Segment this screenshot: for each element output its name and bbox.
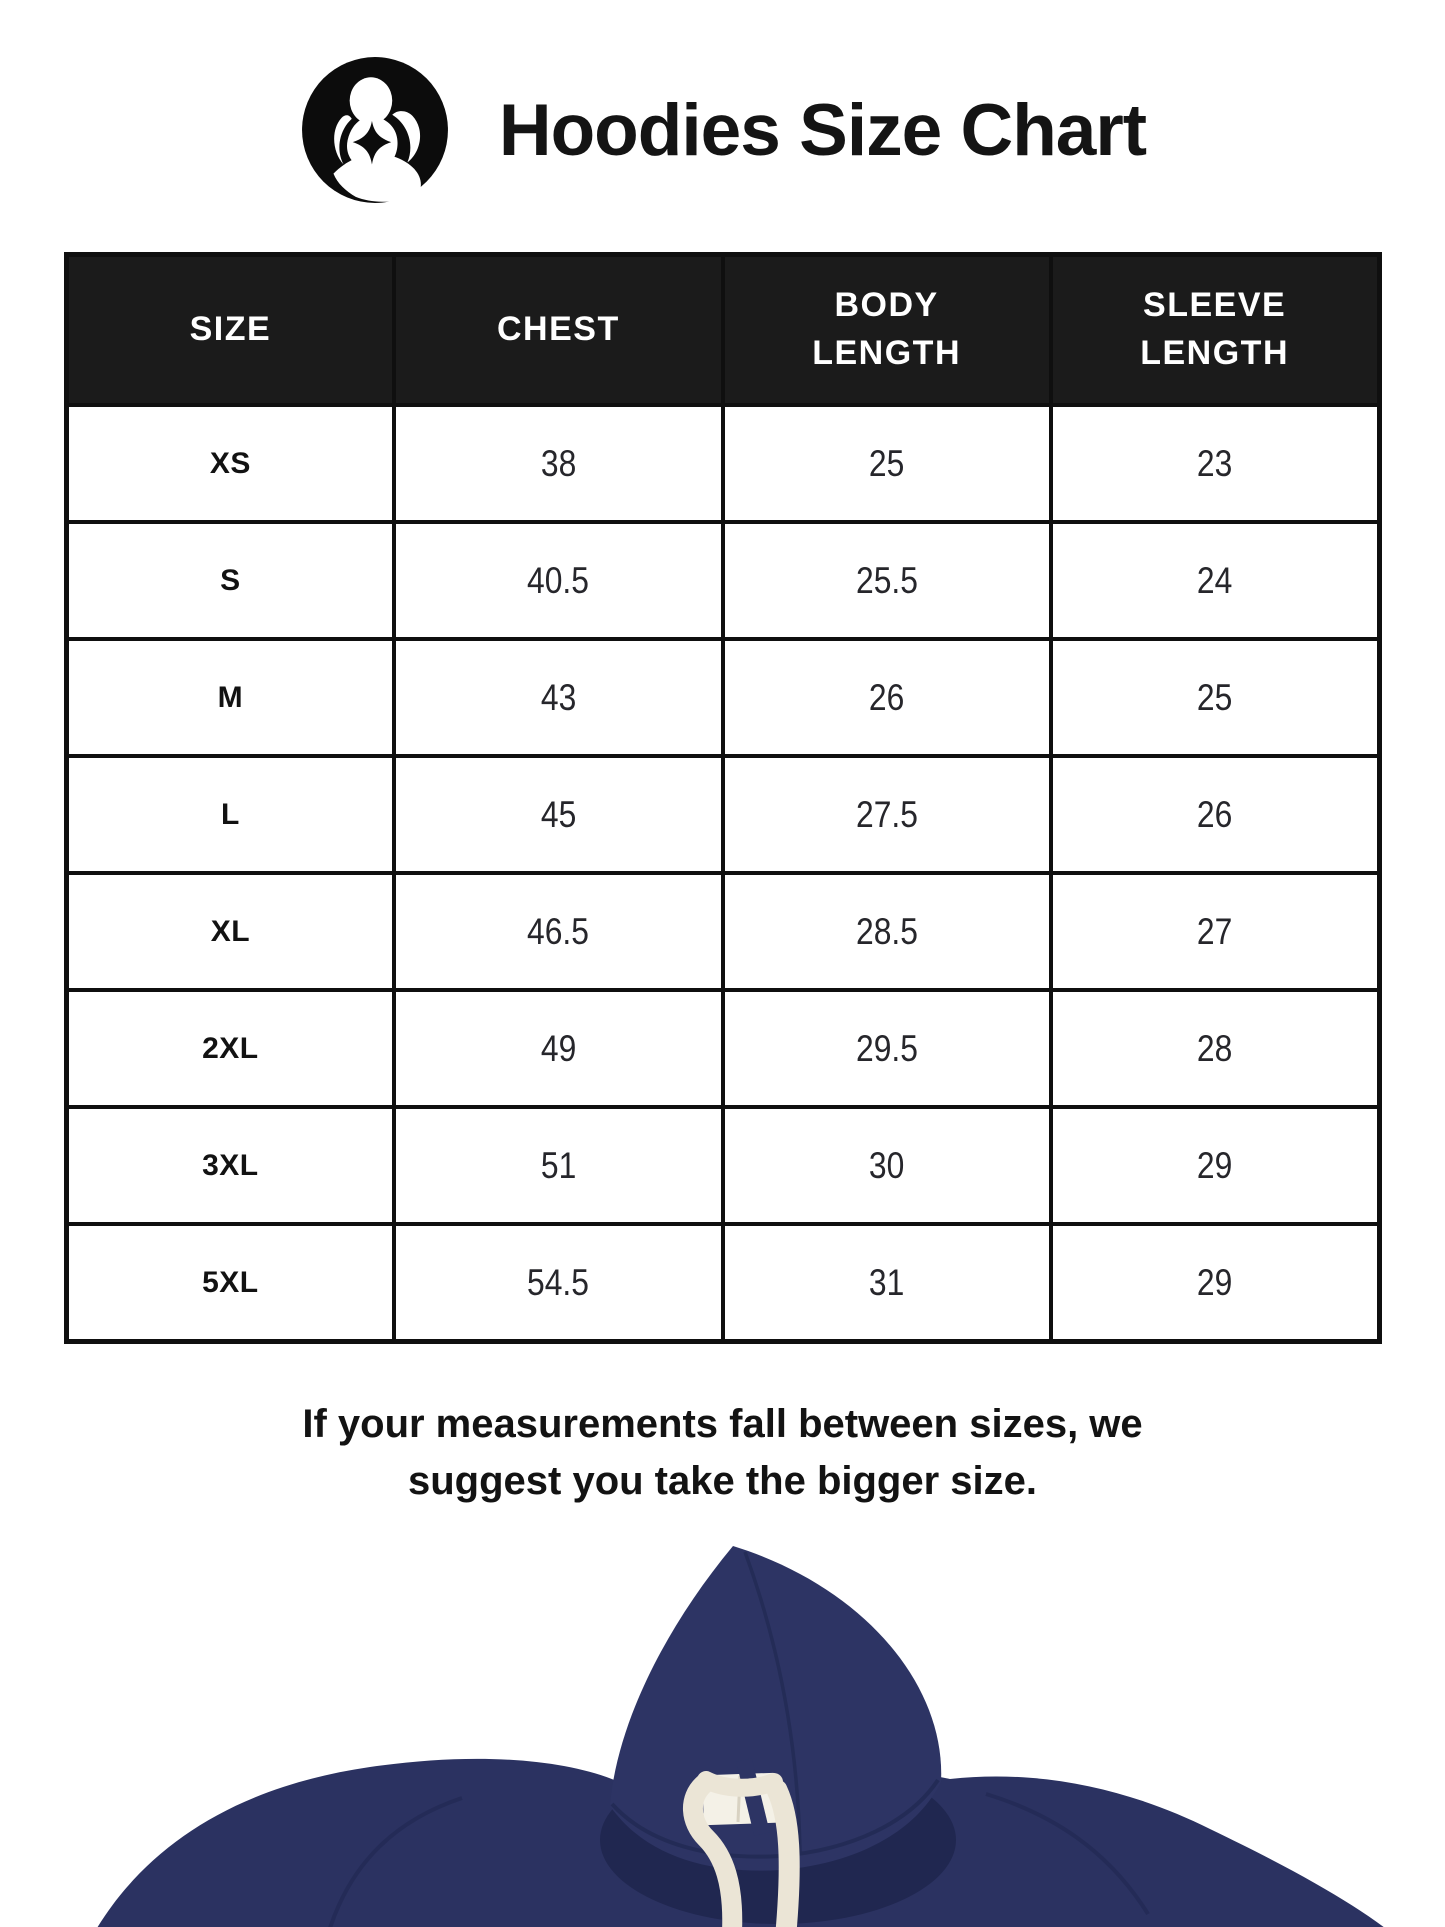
size-label: M: [63, 637, 397, 758]
body-length-value: 27.5: [720, 754, 1053, 875]
size-label: L: [63, 754, 397, 875]
table-row-3xl: 3XL 51 30 29: [63, 1105, 1382, 1226]
body-length-value: 25: [720, 403, 1053, 524]
table-row-xs: XS 38 25 23: [63, 403, 1382, 524]
brand-logo: [299, 54, 451, 206]
brand-logo-icon: [301, 57, 448, 203]
sleeve-length-value: 24: [1048, 520, 1382, 641]
chest-value: 49: [392, 988, 725, 1109]
hoodie-photo: [0, 1522, 1445, 1927]
sleeve-length-value: 29: [1048, 1222, 1382, 1344]
fit-note-line-1: If your measurements fall between sizes,…: [302, 1402, 1143, 1446]
body-length-value: 30: [720, 1105, 1053, 1226]
fit-note: If your measurements fall between sizes,…: [0, 1396, 1445, 1510]
chest-value: 51: [392, 1105, 725, 1226]
body-length-value: 29.5: [720, 988, 1053, 1109]
size-label: XL: [63, 871, 397, 992]
sleeve-length-value: 28: [1048, 988, 1382, 1109]
chest-value: 46.5: [392, 871, 725, 992]
body-length-value: 31: [720, 1222, 1053, 1344]
sleeve-length-value: 26: [1048, 754, 1382, 875]
size-label: 5XL: [63, 1222, 397, 1344]
size-label: 3XL: [63, 1105, 397, 1226]
sleeve-length-value: 27: [1048, 871, 1382, 992]
chest-value: 40.5: [392, 520, 725, 641]
table-row-s: S 40.5 25.5 24: [63, 520, 1382, 641]
col-header-body-length: BODY LENGTH: [720, 252, 1053, 407]
body-length-value: 26: [720, 637, 1053, 758]
col-header-sleeve-length: SLEEVE LENGTH: [1048, 252, 1382, 407]
right-sleeve-seam: [985, 1792, 1150, 1916]
table-row-5xl: 5XL 54.5 31 29: [63, 1222, 1382, 1344]
hood-center-seam: [743, 1551, 802, 1853]
hood-fabric-strip: [736, 1758, 770, 1836]
size-label: XS: [63, 403, 397, 524]
sleeve-length-value: 29: [1048, 1105, 1382, 1226]
size-table: SIZE CHEST BODY LENGTH SLEEVE LENGTH XS …: [63, 252, 1382, 1344]
table-row-2xl: 2XL 49 29.5 28: [63, 988, 1382, 1109]
page-title: Hoodies Size Chart: [498, 89, 1147, 171]
table-header-row: SIZE CHEST BODY LENGTH SLEEVE LENGTH: [63, 252, 1382, 407]
chest-value: 45: [392, 754, 725, 875]
body-length-value: 25.5: [720, 520, 1053, 641]
table-row-l: L 45 27.5 26: [63, 754, 1382, 875]
size-table-container: SIZE CHEST BODY LENGTH SLEEVE LENGTH XS …: [63, 252, 1382, 1344]
drawstring-left: [682, 1774, 743, 1927]
col-header-chest: CHEST: [392, 252, 725, 407]
table-row-m: M 43 26 25: [63, 637, 1382, 758]
chest-value: 38: [392, 403, 725, 524]
drawstring-right: [766, 1779, 800, 1927]
fit-note-line-2: suggest you take the bigger size.: [407, 1458, 1038, 1503]
hoodie-illustration: [97, 1546, 1384, 1927]
table-row-xl: XL 46.5 28.5 27: [63, 871, 1382, 992]
size-label: 2XL: [63, 988, 397, 1109]
chest-value: 43: [392, 637, 725, 758]
drawstring-loop: [697, 1771, 783, 1797]
col-header-size: SIZE: [63, 252, 397, 407]
sleeve-length-value: 23: [1048, 403, 1382, 524]
sleeve-length-value: 25: [1048, 637, 1382, 758]
size-label: S: [63, 520, 397, 641]
left-sleeve-seam: [328, 1796, 463, 1927]
chest-value: 54.5: [392, 1222, 725, 1344]
body-length-value: 28.5: [720, 871, 1053, 992]
page-header: Hoodies Size Chart: [0, 0, 1445, 206]
